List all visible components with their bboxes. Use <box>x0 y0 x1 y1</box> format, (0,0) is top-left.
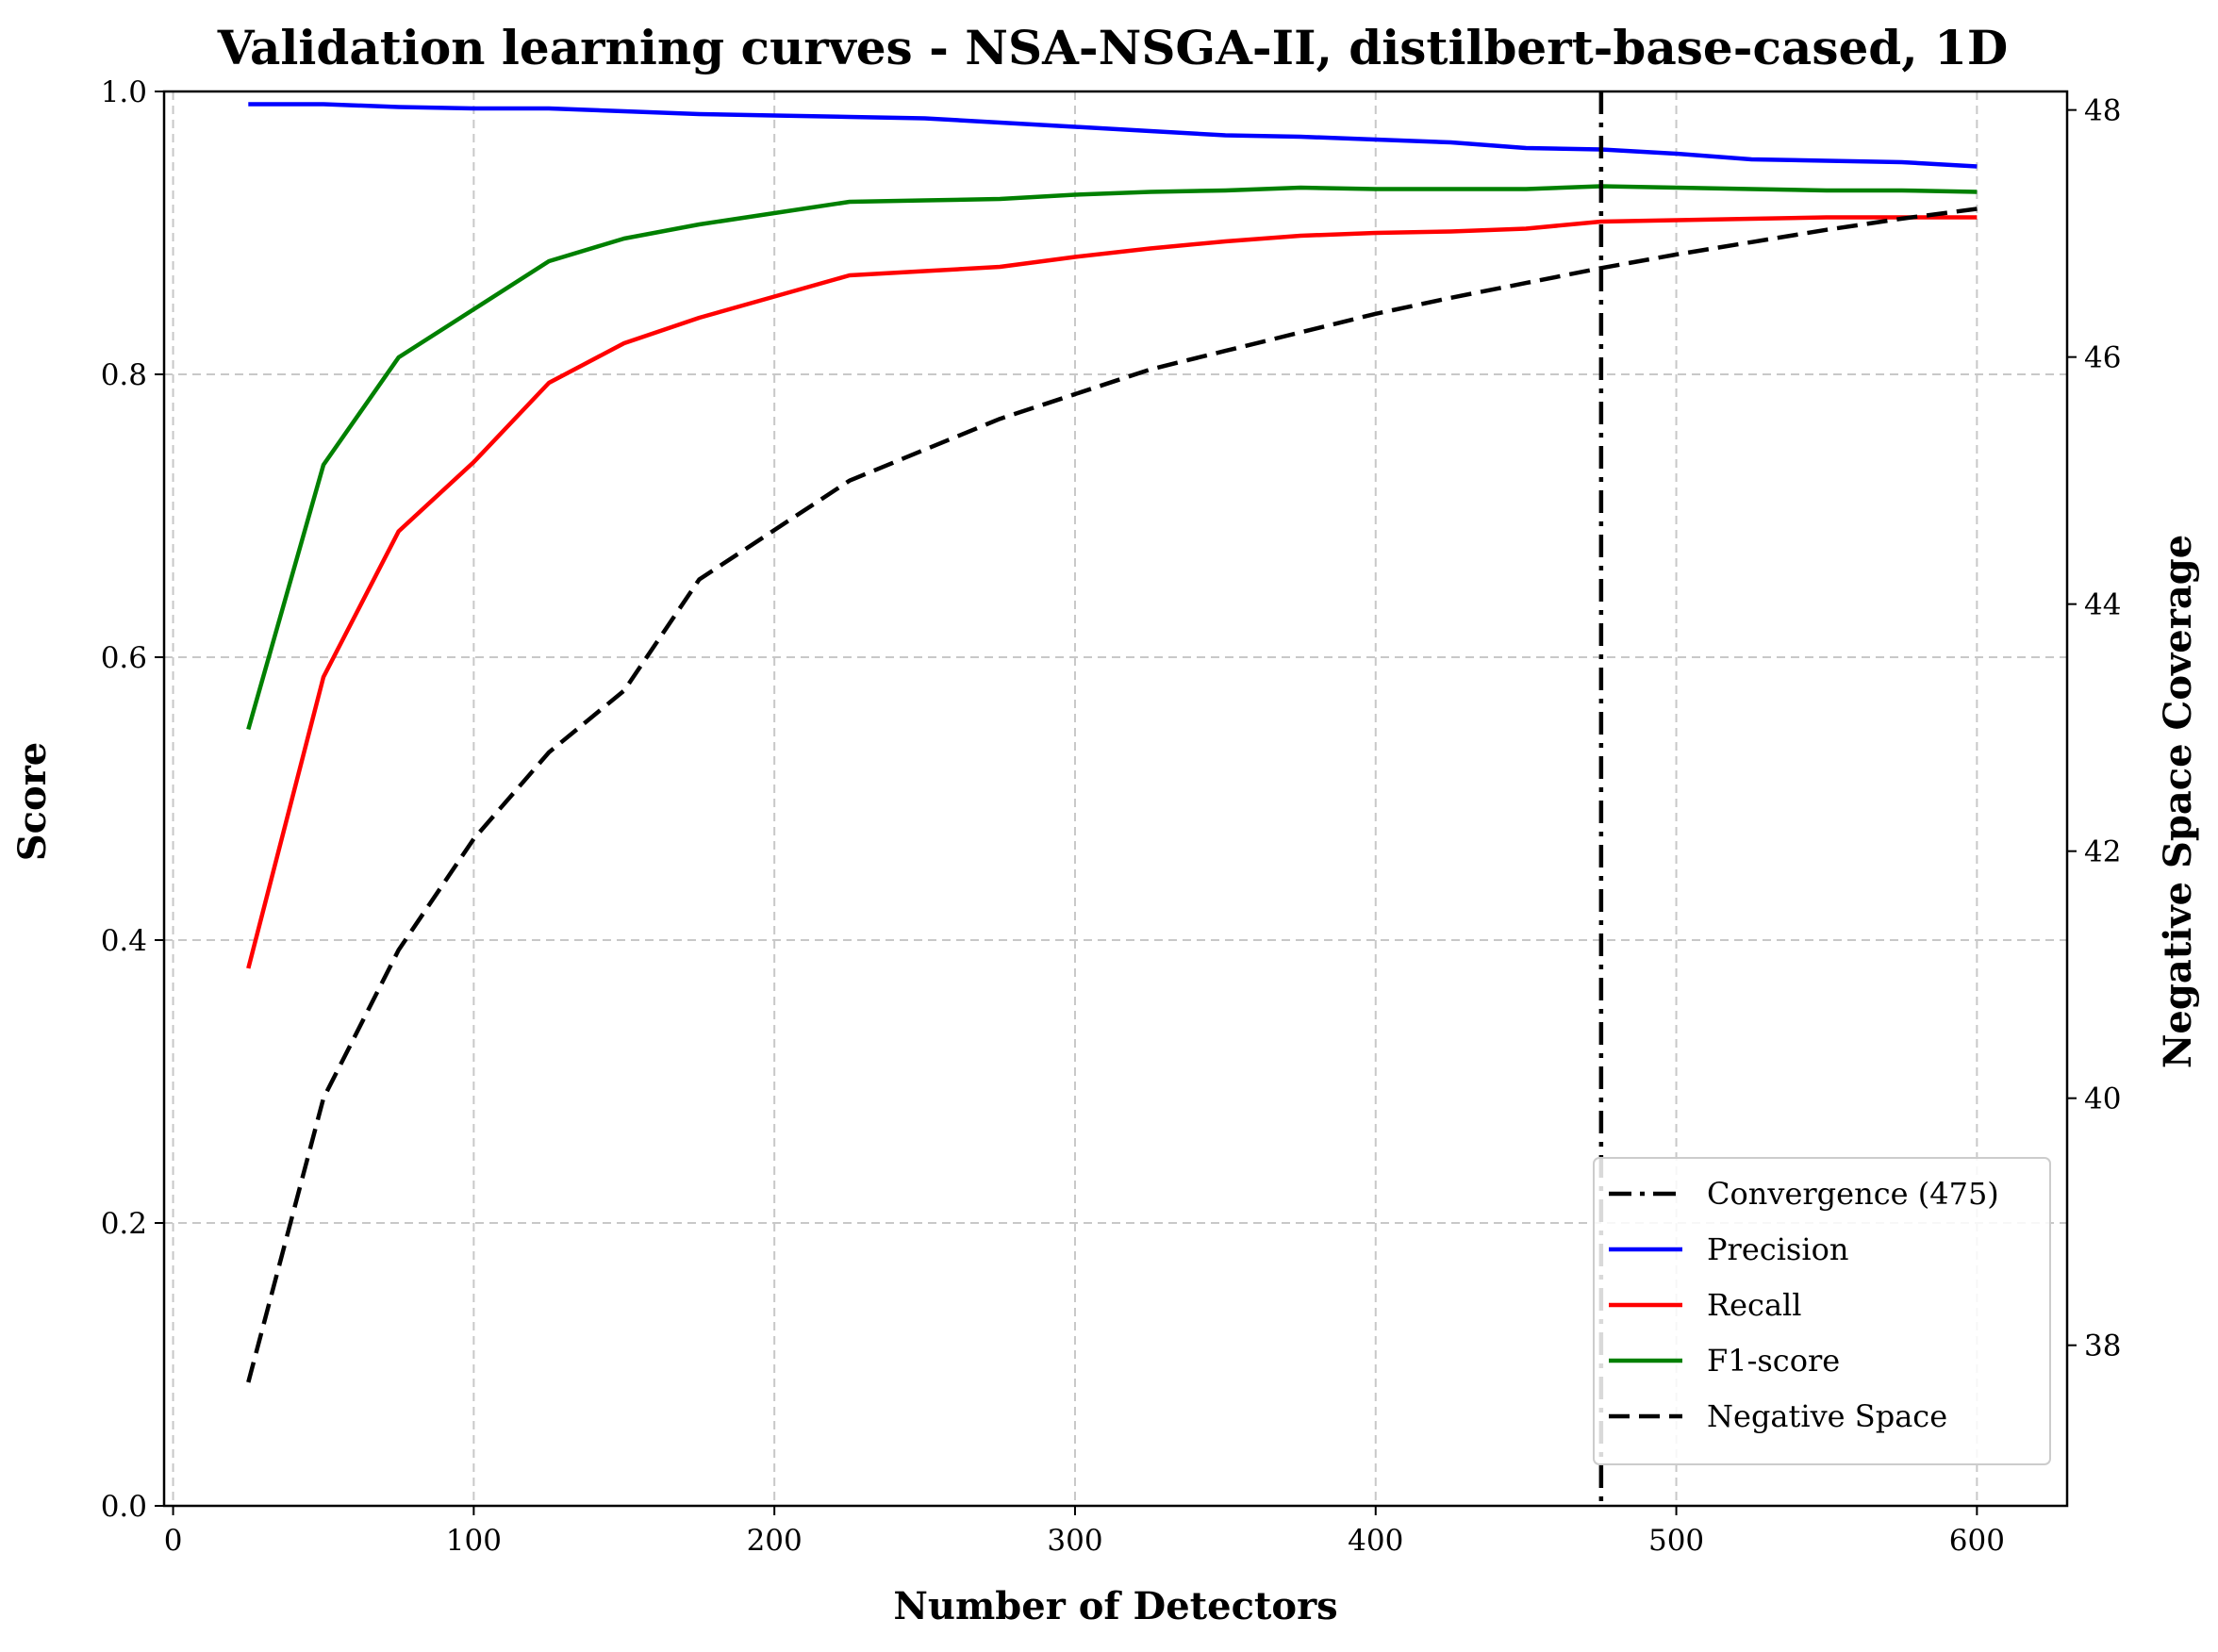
x-tick-label: 400 <box>1348 1524 1403 1558</box>
chart-title: Validation learning curves - NSA-NSGA-II… <box>217 20 2008 75</box>
y2-tick-label: 40 <box>2084 1082 2121 1116</box>
x-axis: 0 100 200 300 400 500 600 <box>164 1506 2005 1558</box>
x-axis-label: Number of Detectors <box>893 1584 1337 1628</box>
y-tick-label: 0.8 <box>101 358 147 392</box>
y-axis-label: Score <box>10 742 55 861</box>
legend-label: Precision <box>1707 1231 1848 1267</box>
y-tick-label: 1.0 <box>101 75 147 109</box>
legend-label: Negative Space <box>1707 1398 1947 1434</box>
x-tick-label: 100 <box>446 1524 502 1558</box>
series-line-f1-score <box>246 184 1978 731</box>
legend-label: Recall <box>1707 1287 1802 1323</box>
y2-tick-label: 46 <box>2084 341 2121 375</box>
series-line-negative-space <box>246 206 1978 1383</box>
y-tick-label: 0.4 <box>101 924 147 958</box>
y-axis-left: 0.0 0.2 0.4 0.6 0.8 1.0 <box>101 75 164 1524</box>
legend: Convergence (475) Precision Recall F1-score… <box>1593 1157 2051 1465</box>
y-tick-label: 0.0 <box>101 1490 147 1524</box>
y-tick-label: 0.6 <box>101 641 147 675</box>
series-layer <box>246 102 1978 1383</box>
x-tick-label: 500 <box>1648 1524 1704 1558</box>
x-tick-label: 0 <box>164 1524 183 1558</box>
y2-tick-label: 38 <box>2084 1330 2121 1363</box>
series-line-recall <box>246 215 1978 969</box>
y2-tick-label: 44 <box>2084 588 2121 622</box>
series-line-precision <box>248 102 1978 169</box>
y2-axis-label: Negative Space Coverage <box>2156 535 2200 1068</box>
x-tick-label: 300 <box>1047 1524 1102 1558</box>
x-tick-label: 600 <box>1949 1524 2005 1558</box>
legend-box <box>1593 1157 2051 1465</box>
y-axis-right: 38 40 42 44 46 48 <box>2067 94 2121 1363</box>
legend-label: F1-score <box>1707 1343 1840 1379</box>
plot-frame <box>162 90 2069 1508</box>
legend-label: Convergence (475) <box>1707 1176 1999 1212</box>
y2-tick-label: 42 <box>2084 835 2121 869</box>
y-tick-label: 0.2 <box>101 1207 147 1241</box>
y2-tick-label: 48 <box>2084 94 2121 128</box>
x-tick-label: 200 <box>747 1524 803 1558</box>
